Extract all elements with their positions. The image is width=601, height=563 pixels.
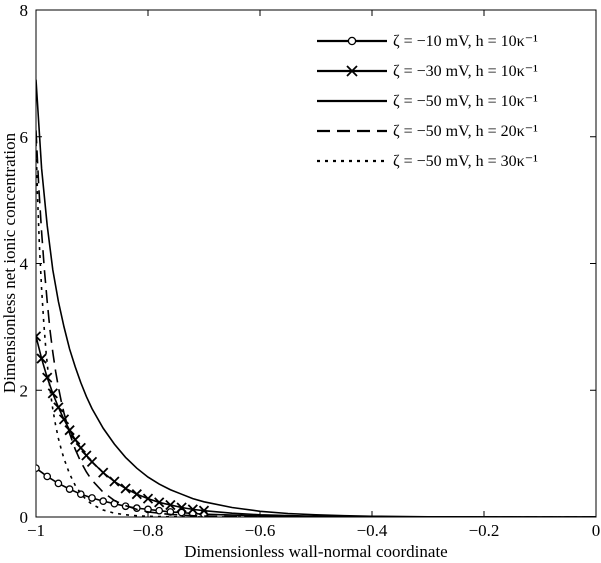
y-axis-label: Dimensionless net ionic concentration <box>0 132 19 393</box>
legend-item: ζ = −50 mV, h = 20κ⁻¹ <box>317 123 538 140</box>
data-point <box>47 388 58 399</box>
x-tick-label: −0.4 <box>357 521 388 540</box>
data-point <box>64 425 75 436</box>
legend-label: ζ = −30 mV, h = 10κ⁻¹ <box>393 63 538 80</box>
data-point <box>36 464 40 473</box>
plot-frame <box>35 9 597 518</box>
data-point <box>154 497 165 508</box>
data-point <box>177 508 186 517</box>
data-point <box>43 472 52 481</box>
data-point <box>346 65 358 77</box>
x-tick-label: −0.2 <box>469 521 500 540</box>
series-3 <box>36 79 596 517</box>
data-point <box>198 505 210 516</box>
x-axis-label: Dimensionless wall-normal coordinate <box>184 542 447 561</box>
data-point <box>75 442 86 454</box>
data-point <box>176 502 187 513</box>
series-line <box>36 130 596 517</box>
series-2 <box>36 331 596 517</box>
data-point <box>65 485 74 493</box>
data-point <box>54 479 63 488</box>
x-tick-label: −0.8 <box>133 521 164 540</box>
legend-label: ζ = −50 mV, h = 20κ⁻¹ <box>393 123 538 140</box>
series-line <box>36 336 596 517</box>
data-point <box>36 353 47 364</box>
legend: ζ = −10 mV, h = 10κ⁻¹ ζ = −30 mV, h = 10κ… <box>317 33 538 170</box>
legend-label: ζ = −50 mV, h = 30κ⁻¹ <box>393 153 538 170</box>
y-tick-label: 2 <box>20 381 29 400</box>
legend-item: ζ = −50 mV, h = 10κ⁻¹ <box>317 93 538 110</box>
legend-item: ζ = −50 mV, h = 30κ⁻¹ <box>317 153 538 170</box>
legend-label: ζ = −50 mV, h = 10κ⁻¹ <box>393 93 538 110</box>
data-point <box>120 483 131 494</box>
series-line <box>36 79 596 517</box>
data-point <box>86 456 98 468</box>
ticks-layer: −1 −0.8 −0.6 −0.4 −0.2 0 0 2 4 6 8 <box>20 1 601 540</box>
data-point <box>58 414 70 425</box>
data-point <box>99 497 108 506</box>
y-tick-label: 0 <box>20 508 29 527</box>
data-point <box>88 494 96 502</box>
series-1 <box>36 464 596 517</box>
series-line <box>36 143 596 517</box>
data-point <box>131 489 142 500</box>
data-point <box>70 434 81 445</box>
y-tick-label: 4 <box>20 255 29 274</box>
data-point <box>109 476 120 487</box>
x-tick-label: −0.6 <box>245 521 276 540</box>
y-tick-label: 8 <box>20 1 29 20</box>
series-4 <box>36 130 596 517</box>
data-point <box>36 331 42 342</box>
series-layer <box>36 79 596 517</box>
data-point <box>347 36 357 46</box>
legend-label: ζ = −10 mV, h = 10κ⁻¹ <box>393 33 538 50</box>
legend-item: ζ = −10 mV, h = 10κ⁻¹ <box>317 33 538 50</box>
data-point <box>98 467 109 478</box>
series-5 <box>36 143 596 517</box>
data-point <box>42 372 53 383</box>
x-tick-label: 0 <box>592 521 601 540</box>
data-point <box>53 402 64 413</box>
data-point <box>187 504 198 515</box>
data-point <box>155 506 164 515</box>
series-line <box>36 467 596 517</box>
y-tick-label: 6 <box>20 128 29 147</box>
data-point <box>142 493 154 504</box>
x-tick-label: −1 <box>27 521 45 540</box>
data-point <box>165 499 176 511</box>
legend-item: ζ = −30 mV, h = 10κ⁻¹ <box>317 63 538 80</box>
